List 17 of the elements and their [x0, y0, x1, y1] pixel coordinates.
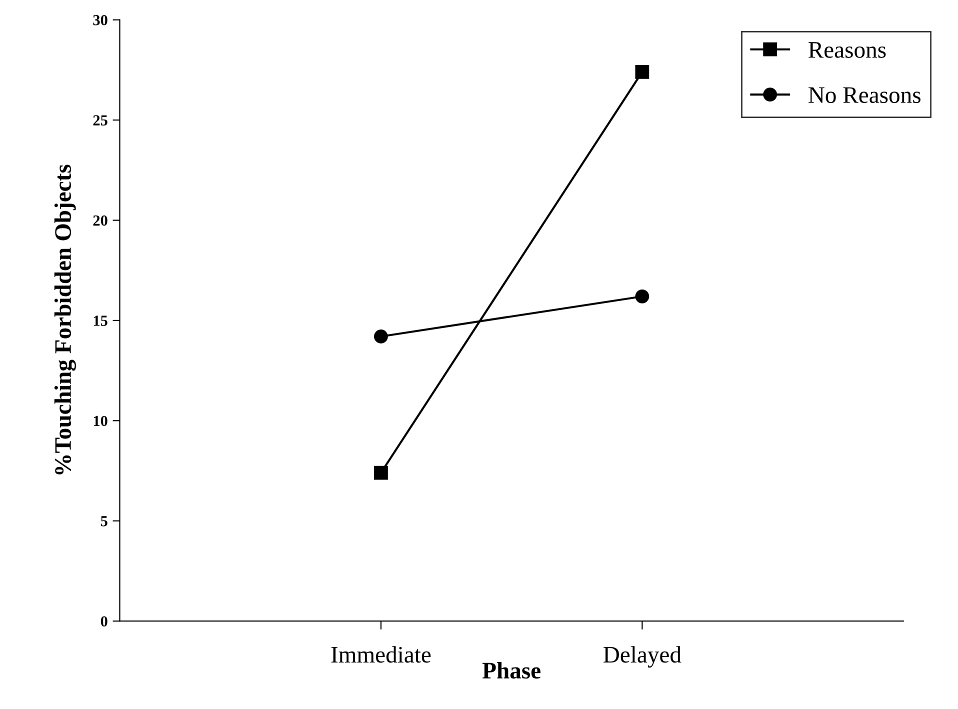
y-tick-label: 0 [100, 616, 108, 627]
x-tick-label: Immediate [331, 646, 431, 663]
legend-label: Reasons [808, 42, 886, 58]
y-tick-label: 5 [100, 516, 108, 526]
x-axis-title: Phase [482, 662, 540, 679]
point [374, 330, 388, 344]
point [635, 289, 650, 304]
y-axis-title: %Touching Forbidden Objects [54, 164, 76, 474]
point [635, 65, 650, 79]
legend-label: No Reasons [808, 87, 920, 104]
y-tick-label: 30 [93, 14, 108, 26]
y-tick-label: 25 [93, 115, 108, 126]
y-tick-label: 20 [93, 215, 108, 226]
x-tick-label: Delayed [604, 646, 682, 668]
point [374, 466, 388, 480]
y-tick-label: 10 [94, 416, 108, 426]
y-tick-label: 15 [94, 316, 108, 326]
